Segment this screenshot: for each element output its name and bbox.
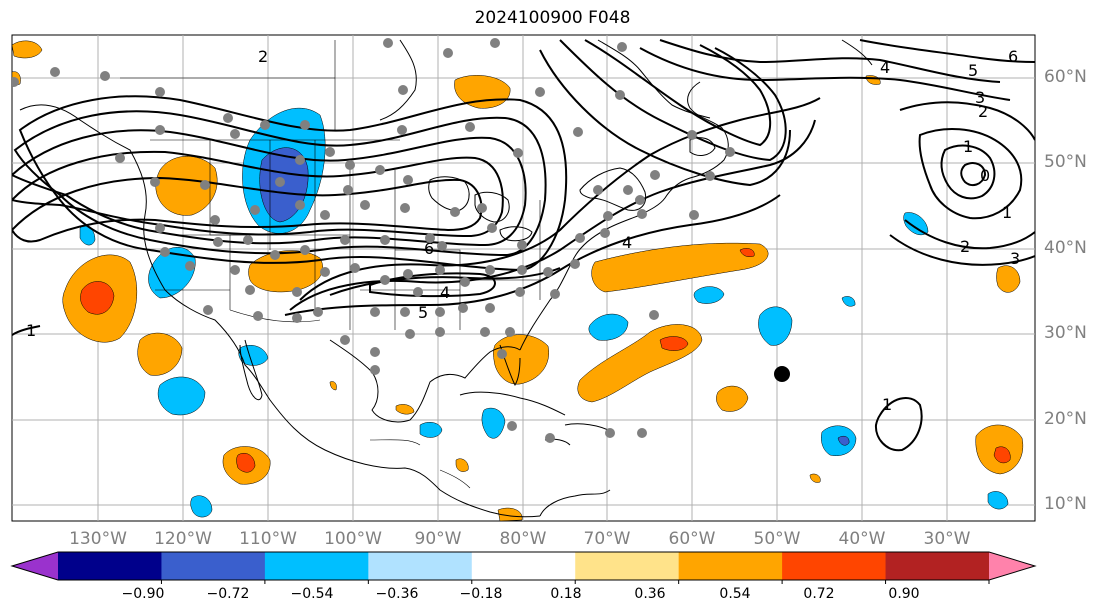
positive-anomaly-fills (12, 40, 1024, 521)
contour-label: 1 (26, 321, 36, 340)
contour-label: 1 (882, 395, 892, 414)
contour-label: 5 (418, 303, 428, 322)
contour-label: 2 (978, 102, 988, 121)
lon-label: 50°W (753, 529, 801, 549)
colorbar-tick-label: 0.54 (719, 586, 751, 602)
colorbar-tick-label: 0.72 (803, 586, 835, 602)
lat-label: 30°N (1044, 323, 1087, 343)
colorbar-tick-label: 0.18 (550, 586, 582, 602)
contour-label: 2 (960, 237, 970, 256)
contour-label: 6 (424, 239, 434, 258)
contour-label: 0 (980, 166, 990, 185)
colorbar-tick-label: −0.72 (206, 586, 250, 602)
storm-center-marker (774, 366, 790, 382)
contour-label: 1 (1002, 203, 1012, 222)
lon-label: 60°W (668, 529, 716, 549)
colorbar-segment (678, 552, 783, 580)
lat-label: 60°N (1044, 67, 1087, 87)
colorbar-segment (575, 552, 680, 580)
contour-label: 4 (440, 283, 450, 302)
colorbar-segments (10, 551, 1037, 581)
colorbar-tick-label: 0.36 (634, 586, 666, 602)
contour-label: 3 (1010, 249, 1020, 268)
colorbar-tick-label: 0.90 (888, 586, 920, 602)
colorbar-segment (58, 552, 162, 580)
map-panel: 6 5 4 3 2 1 0 1 2 3 4 5 6 4 2 1 1 (11, 34, 1036, 522)
colorbar-segment (368, 552, 473, 580)
contour-label: 5 (968, 61, 978, 80)
contour-label: 3 (975, 88, 985, 107)
lon-label: 70°W (583, 529, 631, 549)
colorbar-segment (885, 552, 990, 580)
station-markers (12, 38, 735, 443)
colorbar-segment (161, 552, 266, 580)
contour-labels: 6 5 4 3 2 1 0 1 2 3 4 5 6 4 2 1 1 (26, 47, 1020, 414)
negative-anomaly-fills (79, 107, 1009, 518)
colorbar-tick-label: −0.18 (459, 586, 503, 602)
contour-label: 1 (963, 137, 973, 156)
colorbar-tick-label: −0.90 (121, 586, 165, 602)
colorbar-segment (782, 552, 887, 580)
colorbar-segment (264, 552, 369, 580)
colorbar-outline (10, 551, 1037, 581)
lon-label: 40°W (838, 529, 886, 549)
contour-label: 2 (258, 47, 268, 66)
height-contours (12, 39, 1035, 452)
lon-label: 110°W (239, 529, 297, 549)
lat-label: 40°N (1044, 238, 1087, 258)
contour-label: 4 (880, 58, 890, 77)
contour-label: 4 (622, 233, 632, 252)
colorbar-segment (471, 552, 576, 580)
colorbar-segment (12, 552, 58, 580)
colorbar-segment (989, 552, 1035, 580)
lon-label: 90°W (414, 529, 462, 549)
contour-label: 6 (1008, 47, 1018, 66)
lat-label: 10°N (1044, 494, 1087, 514)
colorbar-tick-label: −0.54 (290, 586, 334, 602)
colorbar-tick-label: −0.36 (375, 586, 419, 602)
lon-label: 130°W (69, 529, 127, 549)
lon-label: 80°W (499, 529, 547, 549)
lon-label: 120°W (154, 529, 212, 549)
lat-label: 50°N (1044, 152, 1087, 172)
lon-label: 100°W (324, 529, 382, 549)
colorbar (10, 551, 1037, 584)
lat-label: 20°N (1044, 409, 1087, 429)
lon-label: 30°W (923, 529, 971, 549)
chart-title: 2024100900 F048 (474, 8, 631, 28)
